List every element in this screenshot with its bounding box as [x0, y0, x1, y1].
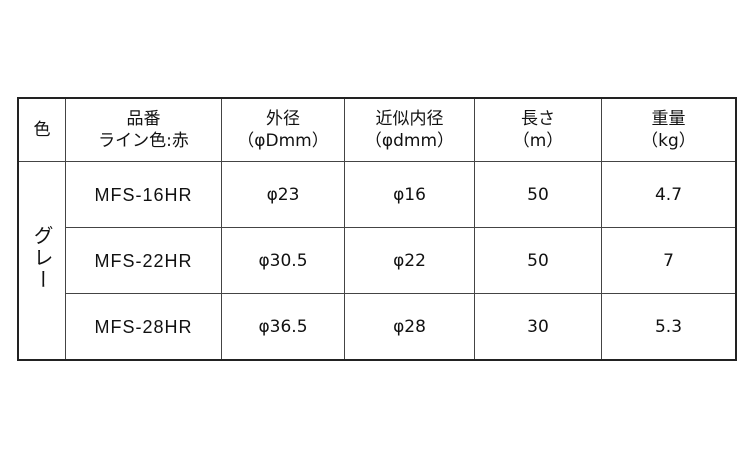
length-cell: 50 — [474, 161, 602, 228]
outer-cell: φ36.5 — [221, 293, 345, 361]
length-cell: 30 — [474, 293, 602, 361]
weight-cell: 4.7 — [601, 161, 737, 228]
part-no-cell: MFS-22HR — [65, 227, 222, 294]
length-cell: 50 — [474, 227, 602, 294]
header-text: （φDmm） — [237, 131, 329, 151]
table-row: MFS-28HR φ36.5 φ28 30 5.3 — [18, 293, 737, 361]
header-text: （kg） — [641, 131, 696, 151]
table-row: MFS-22HR φ30.5 φ22 50 7 — [18, 227, 737, 294]
header-inner-diameter: 近似内径 （φdmm） — [344, 97, 475, 162]
outer-cell: φ23 — [221, 161, 345, 228]
part-no-cell: MFS-28HR — [65, 293, 222, 361]
color-cell: グレー — [17, 161, 66, 361]
outer-cell: φ30.5 — [221, 227, 345, 294]
inner-cell: φ28 — [344, 293, 475, 361]
header-weight: 重量 （kg） — [601, 97, 737, 162]
header-text: 長さ — [521, 109, 555, 129]
spec-table: 色 品番 ライン色:赤 外径 （φDmm） 近似内径 （φdmm） 長さ （m） 重量（… — [17, 97, 737, 361]
color-value: グレー — [30, 224, 54, 291]
header-text: 外径 — [266, 109, 300, 129]
header-text: （m） — [512, 131, 564, 151]
header-length: 長さ （m） — [474, 97, 602, 162]
part-no-cell: MFS-16HR — [65, 161, 222, 228]
weight-cell: 7 — [601, 227, 737, 294]
inner-cell: φ22 — [344, 227, 475, 294]
header-text: （φdmm） — [364, 131, 455, 151]
header-outer-diameter: 外径 （φDmm） — [221, 97, 345, 162]
header-text: 品番 — [126, 109, 161, 129]
weight-cell: 5.3 — [601, 293, 737, 361]
inner-cell: φ16 — [344, 161, 475, 228]
header-part-no: 品番 ライン色:赤 — [65, 97, 222, 162]
table-row: グレー MFS-16HR φ23 φ16 50 4.7 — [17, 161, 737, 361]
header-text: 近似内径 — [375, 109, 444, 129]
header-text: 重量 — [651, 109, 686, 129]
header-row: 色 品番 ライン色:赤 外径 （φDmm） 近似内径 （φdmm） 長さ （m） 重量（… — [17, 97, 737, 162]
header-color: 色 — [17, 97, 66, 162]
header-text: ライン色:赤 — [98, 131, 189, 151]
